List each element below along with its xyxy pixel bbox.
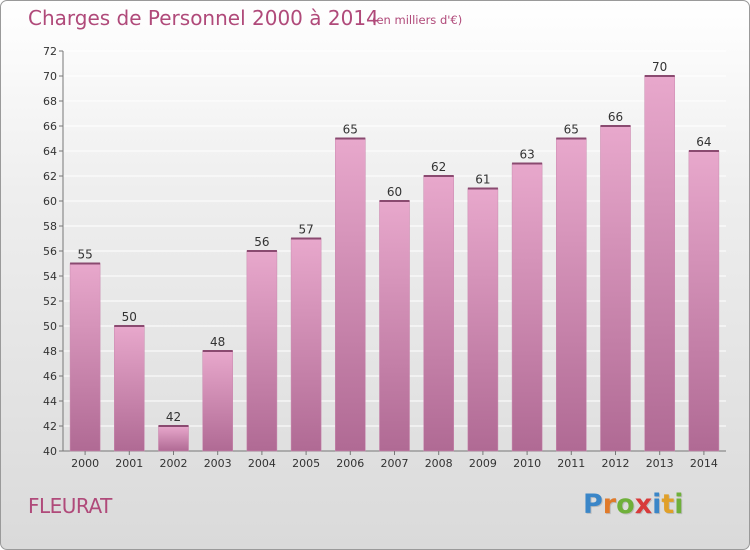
x-tick-label: 2001: [115, 457, 143, 470]
x-tick-label: 2000: [71, 457, 99, 470]
x-tick-label: 2003: [204, 457, 232, 470]
y-tick-label: 72: [43, 45, 57, 58]
y-tick-label: 64: [43, 145, 57, 158]
data-label: 63: [519, 148, 534, 162]
data-label: 56: [254, 235, 269, 249]
bar: [467, 188, 499, 452]
y-tick-label: 40: [43, 445, 57, 458]
bar: [69, 263, 101, 452]
bar: [202, 350, 233, 452]
data-label: 65: [343, 123, 358, 137]
logo-letter: o: [616, 489, 635, 520]
x-tick-label: 2014: [690, 457, 718, 470]
data-label: 65: [564, 123, 579, 137]
logo-letter: i: [652, 489, 662, 520]
y-tick-label: 66: [43, 120, 57, 133]
data-label: 61: [475, 173, 490, 187]
bar: [423, 175, 454, 452]
data-label: 62: [431, 160, 446, 174]
bar: [335, 138, 366, 452]
y-tick-label: 60: [43, 195, 57, 208]
commune-label: FLEURAT: [28, 494, 112, 518]
bar: [600, 125, 631, 452]
bar: [511, 163, 543, 452]
logo-letter: i: [674, 489, 684, 520]
x-tick-label: 2007: [381, 457, 409, 470]
bar: [114, 325, 145, 452]
data-label: 60: [387, 185, 402, 199]
y-tick-label: 46: [43, 370, 57, 383]
data-label: 70: [652, 60, 667, 74]
data-label: 64: [696, 135, 711, 149]
x-tick-label: 2010: [513, 457, 541, 470]
chart-title: Charges de Personnel 2000 à 2014: [28, 6, 379, 30]
data-label: 42: [166, 410, 181, 424]
data-label: 66: [608, 110, 623, 124]
y-tick-label: 44: [43, 395, 57, 408]
bar: [158, 425, 189, 452]
x-tick-label: 2012: [602, 457, 630, 470]
bar: [379, 200, 410, 452]
x-tick-label: 2004: [248, 457, 276, 470]
y-tick-label: 62: [43, 170, 57, 183]
x-tick-label: 2008: [425, 457, 453, 470]
data-label: 48: [210, 335, 225, 349]
x-tick-label: 2002: [160, 457, 188, 470]
x-tick-label: 2006: [336, 457, 364, 470]
y-tick-label: 68: [43, 95, 57, 108]
y-tick-label: 56: [43, 245, 57, 258]
bar: [644, 75, 675, 452]
y-tick-label: 70: [43, 70, 57, 83]
y-tick-label: 58: [43, 220, 57, 233]
logo-letter: x: [634, 489, 653, 520]
bar: [246, 250, 278, 452]
proxiti-logo: Proxiti: [583, 489, 684, 520]
y-tick-label: 52: [43, 295, 57, 308]
data-label: 55: [77, 248, 92, 262]
logo-letter: t: [661, 489, 675, 520]
bar: [556, 138, 587, 452]
chart-subtitle: (en milliers d'€): [372, 13, 463, 27]
x-tick-label: 2005: [292, 457, 320, 470]
logo-letter: r: [602, 489, 617, 520]
bar: [688, 150, 720, 452]
x-tick-label: 2011: [557, 457, 585, 470]
logo-letter: P: [583, 489, 603, 520]
y-tick-label: 42: [43, 420, 57, 433]
data-label: 57: [298, 223, 313, 237]
y-tick-label: 48: [43, 345, 57, 358]
y-tick-label: 50: [43, 320, 57, 333]
data-label: 50: [122, 310, 137, 324]
x-tick-label: 2013: [646, 457, 674, 470]
x-tick-label: 2009: [469, 457, 497, 470]
bar: [290, 238, 322, 452]
y-tick-label: 54: [43, 270, 57, 283]
